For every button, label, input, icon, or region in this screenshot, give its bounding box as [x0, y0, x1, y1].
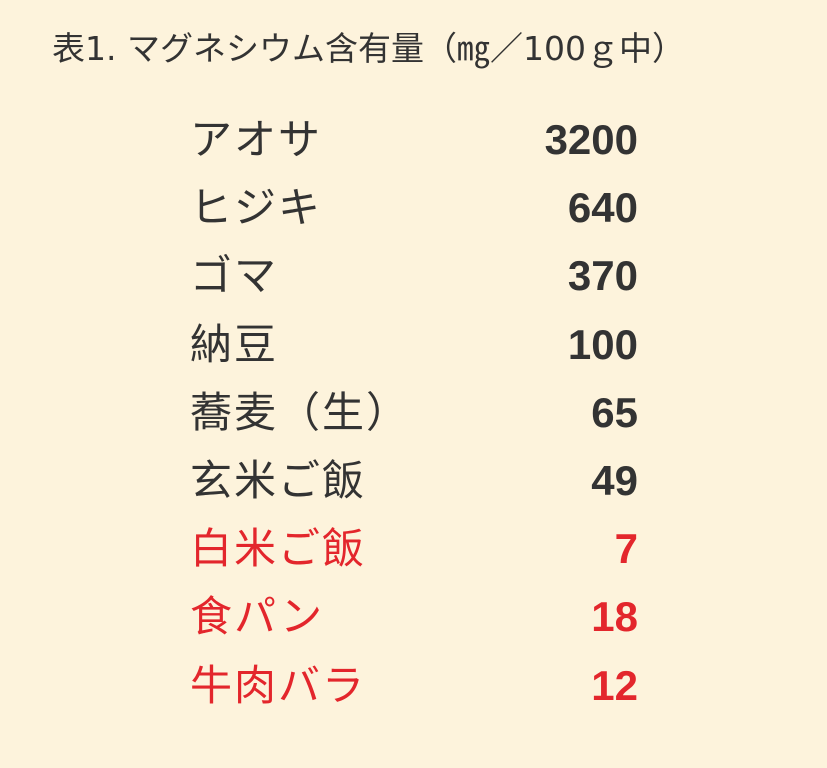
table-row: 食パン 18 [190, 587, 638, 647]
table-row: ヒジキ 640 [190, 178, 638, 238]
table-title: 表1. マグネシウム含有量（㎎／100ｇ中） [52, 29, 685, 68]
table-row: 白米ご飯 7 [190, 519, 638, 579]
magnesium-value: 640 [567, 184, 638, 232]
magnesium-value: 370 [567, 252, 638, 300]
magnesium-value: 7 [614, 525, 638, 573]
food-name: アオサ [190, 115, 323, 164]
table-row: 玄米ご飯 49 [190, 451, 638, 511]
food-name: 白米ご飯 [190, 524, 367, 574]
food-name: 納豆 [190, 319, 279, 369]
table-row: アオサ 3200 [190, 110, 638, 170]
table-row: 牛肉バラ 12 [190, 656, 638, 716]
magnesium-value: 65 [591, 388, 638, 436]
table-row: 納豆 100 [190, 315, 638, 375]
magnesium-value: 100 [567, 320, 638, 368]
magnesium-value: 18 [591, 593, 638, 641]
food-name: ゴマ [190, 251, 279, 301]
table-row: 蕎麦（生） 65 [190, 383, 638, 443]
food-name: 牛肉バラ [190, 660, 367, 710]
food-name: 蕎麦（生） [190, 387, 411, 437]
magnesium-value: 3200 [544, 116, 638, 163]
food-name: 玄米ご飯 [190, 456, 367, 505]
magnesium-value: 12 [591, 661, 638, 709]
food-name: ヒジキ [190, 183, 323, 233]
food-name: 食パン [190, 592, 325, 642]
magnesium-value: 49 [591, 457, 638, 504]
table-row: ゴマ 370 [190, 246, 638, 306]
